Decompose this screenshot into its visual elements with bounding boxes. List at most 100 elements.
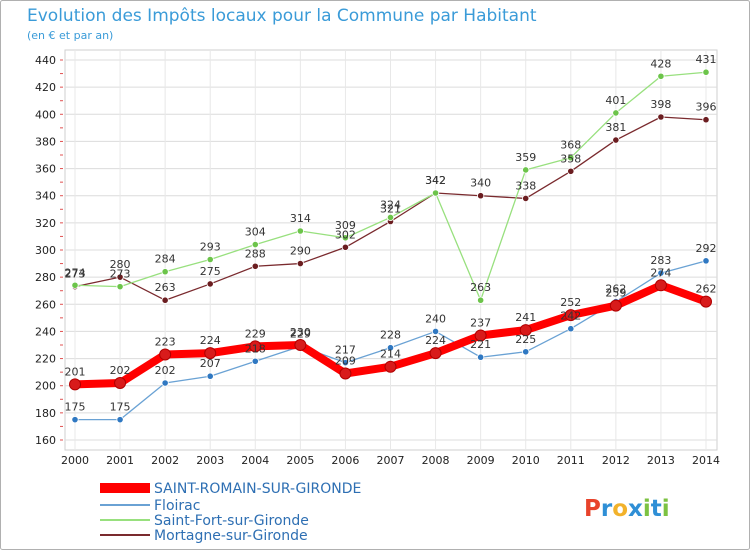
legend-label: Mortagne-sur-Gironde — [154, 528, 308, 544]
data-point — [116, 273, 124, 281]
x-tick-label: 2003 — [196, 454, 224, 467]
data-label: 224 — [425, 334, 446, 347]
x-tick-label: 2001 — [106, 454, 134, 467]
x-tick-label: 2014 — [692, 454, 720, 467]
data-label: 242 — [560, 310, 581, 323]
y-tick-label: 320 — [35, 217, 56, 230]
data-label: 309 — [335, 219, 356, 232]
y-tick-label: 420 — [35, 81, 56, 94]
y-tick-label: 280 — [35, 271, 56, 284]
data-label: 342 — [425, 174, 446, 187]
data-label: 221 — [470, 338, 491, 351]
data-label: 398 — [650, 98, 671, 111]
data-label: 259 — [605, 287, 626, 300]
logo-letter: r — [601, 496, 613, 522]
y-tick-label: 160 — [35, 434, 56, 447]
data-point — [114, 377, 127, 389]
data-point — [206, 280, 214, 288]
data-label: 304 — [245, 226, 266, 239]
data-label: 229 — [245, 327, 266, 340]
data-label: 207 — [200, 357, 221, 370]
y-tick-label: 400 — [35, 108, 56, 121]
chart-title: Evolution des Impôts locaux pour la Comm… — [27, 6, 537, 26]
data-label: 214 — [380, 348, 401, 361]
data-point — [702, 257, 710, 265]
y-tick-label: 440 — [35, 54, 56, 67]
chart-subtitle: (en € et par an) — [27, 29, 113, 42]
data-point — [612, 136, 620, 144]
data-label: 241 — [515, 311, 536, 324]
data-label: 342 — [425, 174, 446, 187]
x-tick-label: 2002 — [151, 454, 179, 467]
data-label: 280 — [110, 258, 131, 271]
logo-letter: x — [628, 496, 643, 522]
data-label: 284 — [155, 253, 176, 266]
y-tick-label: 300 — [35, 244, 56, 257]
data-point — [567, 325, 575, 333]
data-point — [567, 167, 575, 175]
data-label: 202 — [110, 364, 131, 377]
data-point — [657, 269, 665, 277]
x-tick-label: 2005 — [286, 454, 314, 467]
data-label: 358 — [560, 152, 581, 165]
data-point — [251, 357, 259, 365]
y-tick-label: 360 — [35, 163, 56, 176]
data-label: 283 — [650, 254, 671, 267]
data-point — [519, 324, 532, 337]
data-label: 225 — [515, 333, 536, 346]
data-label: 218 — [245, 342, 266, 355]
legend-label: SAINT-ROMAIN-SUR-GIRONDE — [154, 481, 361, 497]
data-label: 175 — [65, 401, 86, 414]
legend-label: Saint-Fort-sur-Gironde — [154, 513, 309, 529]
y-tick-label: 180 — [35, 407, 56, 420]
data-point — [431, 327, 440, 336]
data-label: 288 — [245, 247, 266, 260]
data-label: 223 — [155, 336, 176, 349]
data-label: 263 — [155, 281, 176, 294]
data-point — [429, 347, 442, 360]
logo-letter: P — [584, 496, 601, 522]
data-point — [657, 72, 665, 80]
data-label: 368 — [560, 139, 581, 152]
data-label: 273 — [110, 268, 131, 281]
data-point — [477, 296, 485, 304]
x-tick-label: 2008 — [422, 454, 450, 467]
data-point — [161, 268, 169, 276]
data-point — [69, 378, 81, 391]
x-tick-label: 2012 — [602, 454, 630, 467]
data-point — [161, 379, 169, 387]
data-point — [612, 109, 620, 117]
grid — [65, 50, 717, 450]
data-point — [159, 348, 172, 361]
data-label: 274 — [65, 266, 86, 279]
data-label: 237 — [470, 317, 491, 330]
y-tick-label: 200 — [35, 380, 56, 393]
data-label: 230 — [290, 326, 311, 339]
y-tick-label: 260 — [35, 298, 56, 311]
x-tick-label: 2013 — [647, 454, 675, 467]
y-tick-label: 380 — [35, 135, 56, 148]
data-point — [251, 240, 259, 249]
data-label: 262 — [696, 283, 717, 296]
data-label: 314 — [290, 212, 311, 225]
x-tick-label: 2007 — [377, 454, 405, 467]
data-point — [386, 213, 395, 222]
x-tick-label: 2006 — [331, 454, 359, 467]
proxiti-logo: Proxiti — [584, 496, 670, 522]
x-tick-label: 2009 — [467, 454, 495, 467]
data-point — [477, 192, 485, 200]
data-label: 274 — [650, 266, 671, 279]
data-point — [341, 359, 350, 367]
logo-letter: i — [643, 496, 651, 522]
data-point — [204, 347, 217, 360]
data-point — [567, 154, 575, 162]
data-label: 431 — [696, 53, 717, 66]
data-label: 175 — [110, 401, 131, 414]
data-point — [71, 416, 79, 424]
data-label: 324 — [380, 198, 401, 211]
data-point — [564, 309, 577, 322]
data-point — [296, 227, 304, 235]
data-point — [116, 416, 124, 424]
data-point — [71, 281, 79, 289]
